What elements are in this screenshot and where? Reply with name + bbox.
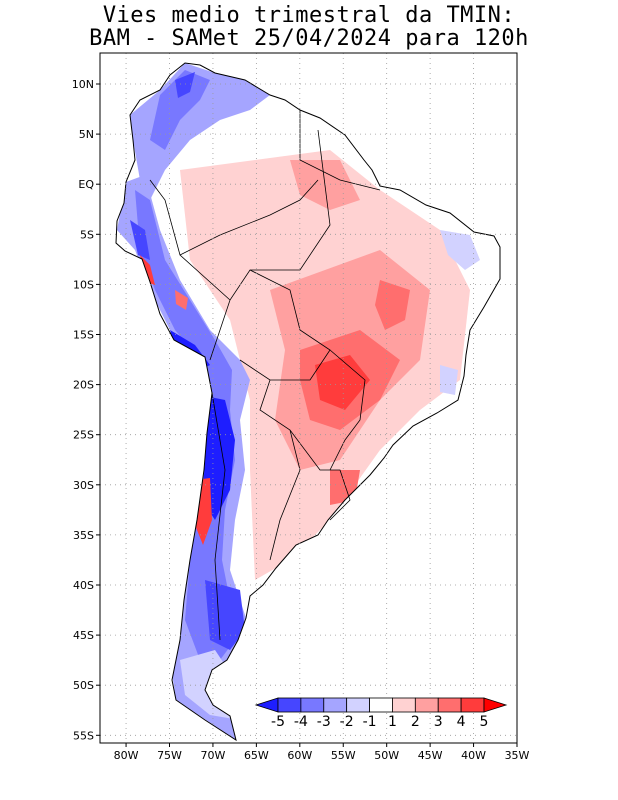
plot-frame	[99, 52, 518, 744]
colorbar-box	[414, 697, 439, 713]
lat-tick-label: 10S	[73, 278, 94, 291]
colorbar-box	[460, 697, 485, 713]
colorbar-label: 4	[457, 714, 466, 730]
lon-tick-label: 65W	[244, 749, 269, 762]
colorbar-box	[369, 697, 393, 713]
lat-tick-label: 45S	[73, 629, 94, 642]
colorbar-label: -5	[271, 714, 285, 730]
colorbar-max-arrow	[483, 697, 508, 713]
lat-tick-label: 35S	[73, 529, 94, 542]
map-title-line-2: BAM - SAMet 25/04/2024 para 120h	[89, 26, 529, 51]
lat-tick-label: EQ	[78, 178, 94, 191]
lon-tick-label: 60W	[287, 749, 312, 762]
colorbar-label: 3	[434, 714, 443, 730]
lat-tick-label: 40S	[73, 579, 94, 592]
lat-tick-label: 50S	[73, 679, 94, 692]
colorbar-box	[437, 697, 462, 713]
colorbar-box	[392, 697, 416, 713]
lon-tick-label: 75W	[157, 749, 182, 762]
colorbar-label: -1	[363, 714, 377, 730]
colorbar-label: -3	[317, 714, 331, 730]
lon-tick-label: 45W	[418, 749, 443, 762]
lon-tick-label: 70W	[201, 749, 226, 762]
map-title-line-1: Vies medio trimestral da TMIN:	[102, 3, 516, 28]
lat-tick-label: 20S	[73, 379, 94, 392]
lon-tick-label: 50W	[374, 749, 399, 762]
colorbar-label: 2	[411, 714, 420, 730]
colorbar: -5 -4 -3 -2 -1 1 2 3 4 5	[254, 697, 508, 730]
coastline	[115, 62, 501, 742]
colorbar-box	[300, 697, 325, 713]
colorbar-label: 5	[480, 714, 489, 730]
lat-tick-label: 10N	[72, 78, 94, 91]
colorbar-box	[346, 697, 370, 713]
colorbar-box	[277, 697, 302, 713]
lat-tick-label: 5N	[79, 128, 94, 141]
colorbar-label: 1	[388, 714, 397, 730]
lat-tick-label: 55S	[73, 729, 94, 742]
colorbar-box	[323, 697, 348, 713]
colorbar-label: -4	[294, 714, 308, 730]
axis-ticks: 10N 5N EQ 5S 10S 15S 20S 25S 30S 35S 40S 45S 50S 55S 8…	[72, 78, 530, 762]
lon-tick-label: 40W	[461, 749, 486, 762]
lon-tick-label: 55W	[331, 749, 356, 762]
country-borders	[149, 110, 381, 641]
lat-tick-label: 5S	[80, 228, 94, 241]
lat-tick-label: 25S	[73, 429, 94, 442]
lat-tick-label: 30S	[73, 479, 94, 492]
lon-tick-label: 35W	[505, 749, 530, 762]
colorbar-label: -2	[340, 714, 354, 730]
lon-tick-label: 80W	[114, 749, 139, 762]
lat-tick-label: 15S	[73, 329, 94, 342]
